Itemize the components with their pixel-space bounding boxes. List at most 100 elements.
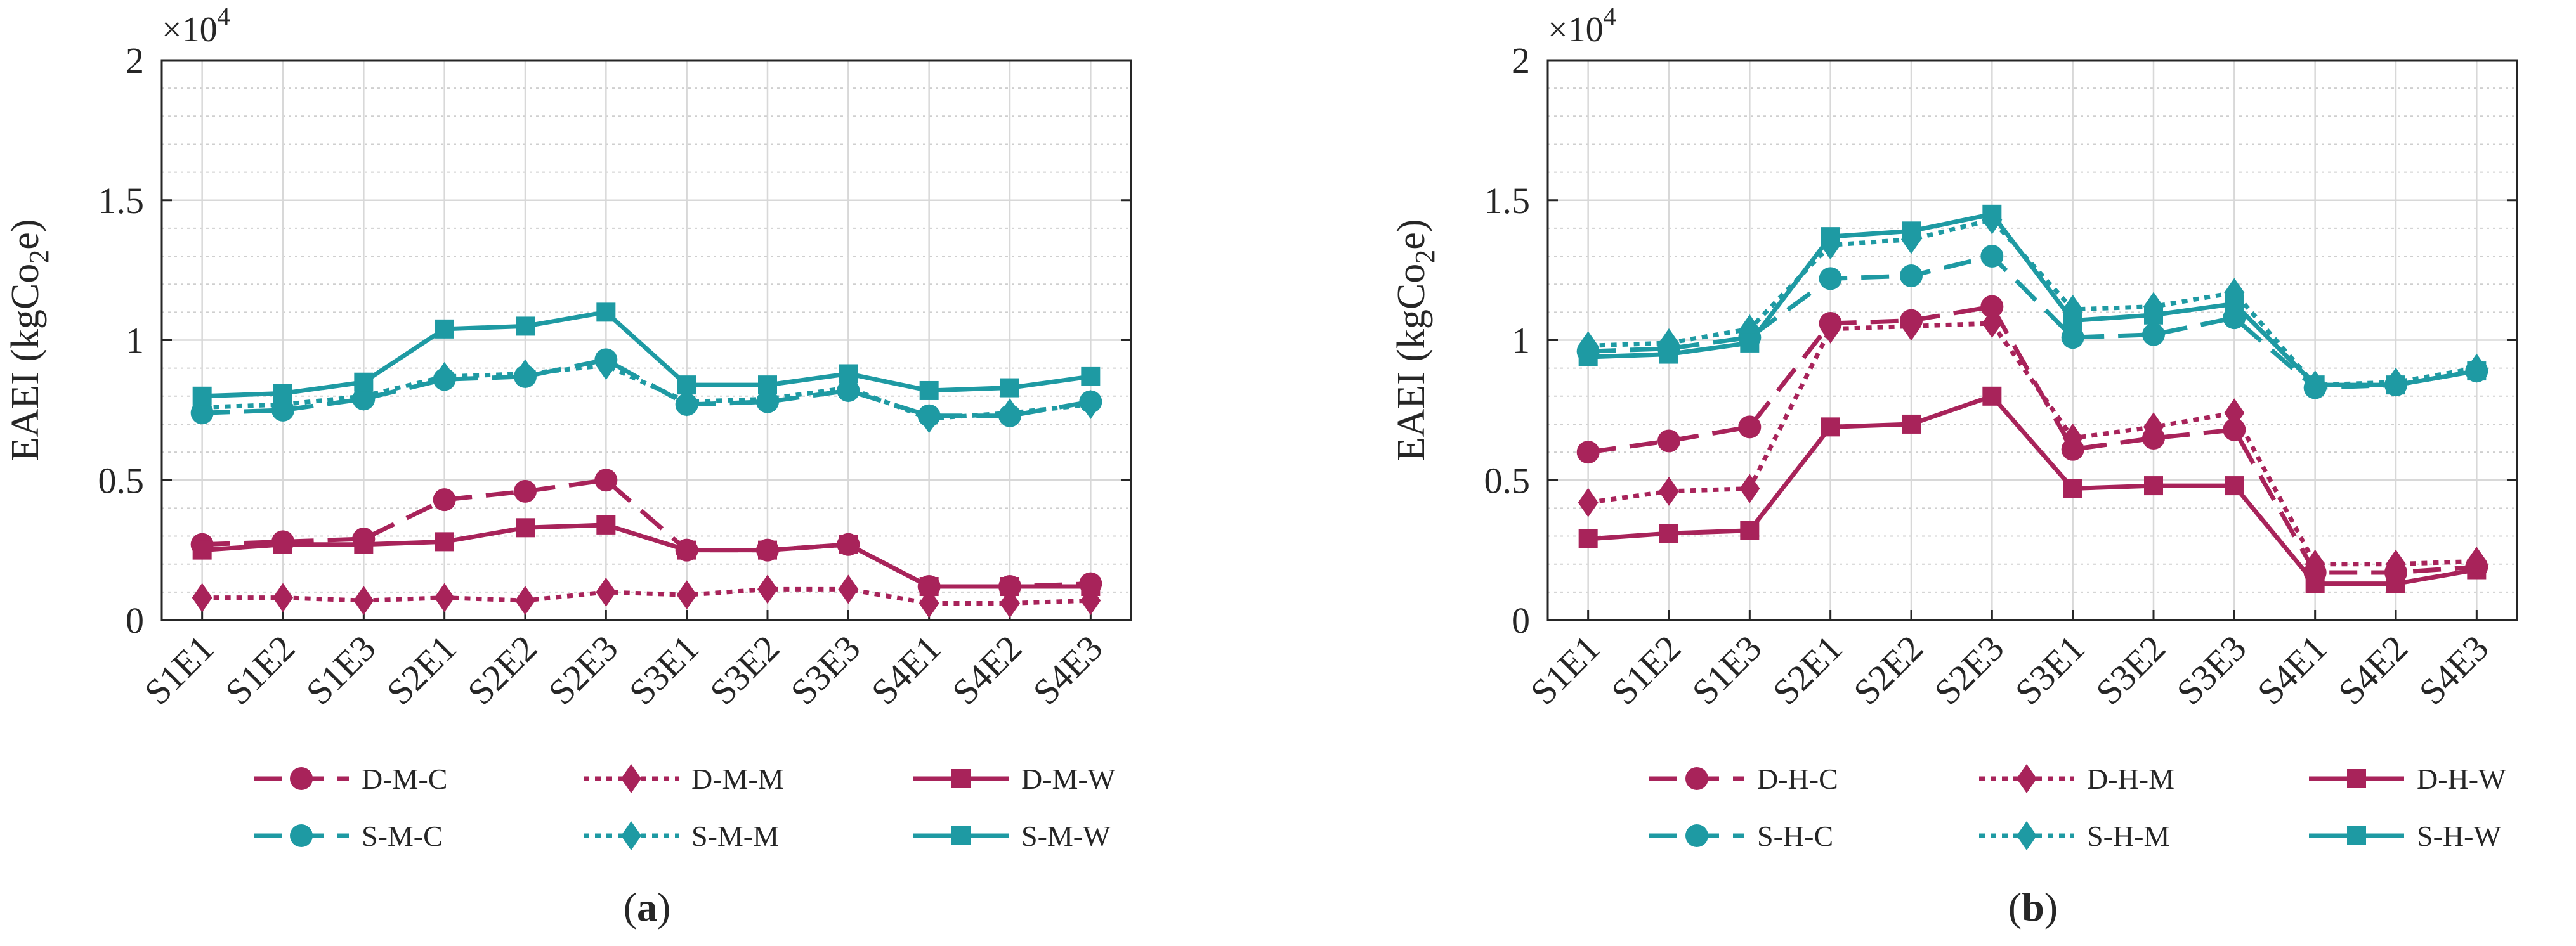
- data-point-S-H-W: [2225, 294, 2244, 314]
- legend-label: S-M-M: [691, 820, 779, 852]
- y-tick-label: 2: [126, 40, 144, 81]
- data-point-S-H-W: [1740, 333, 1760, 353]
- data-point-D-H-W: [1740, 521, 1760, 540]
- data-point-D-M-M: [192, 583, 212, 612]
- data-point-D-M-M: [434, 583, 455, 612]
- series-D-M-M: [192, 574, 1101, 618]
- legend-item-S-M-M: S-M-M: [584, 820, 779, 852]
- series-S-M-W: [192, 302, 1101, 406]
- data-point-D-H-C: [2223, 418, 2246, 441]
- legend-marker-D-M-C: [290, 767, 313, 790]
- data-point-D-H-W: [1659, 524, 1678, 543]
- data-point-S-M-W: [354, 372, 374, 392]
- x-tick-label: S1E3: [1684, 627, 1770, 713]
- data-point-D-H-W: [1982, 386, 2002, 406]
- chart-panel-b: 00.511.52S1E1S1E2S1E3S2E1S2E2S2E3S3E1S3E…: [1390, 2, 2518, 930]
- x-tick-label: S1E1: [136, 627, 222, 713]
- legend-item-S-M-W: S-M-W: [913, 820, 1111, 852]
- y-tick-label: 0.5: [98, 460, 145, 501]
- y-axis-label: EAEI (kgCo2e): [4, 219, 55, 462]
- data-point-D-M-M: [838, 574, 859, 604]
- x-tick-label: S1E2: [217, 627, 303, 713]
- data-point-S-M-W: [839, 364, 858, 384]
- x-tick-label: S2E1: [1765, 627, 1850, 713]
- data-point-D-H-M: [1739, 474, 1760, 503]
- data-point-D-M-M: [353, 586, 374, 616]
- series-line-S-H-W: [1588, 212, 2477, 387]
- legend-item-D-M-W: D-M-W: [913, 763, 1116, 795]
- data-point-D-H-W: [2386, 574, 2405, 593]
- data-point-S-M-W: [1000, 378, 1019, 398]
- legend-label: S-H-W: [2417, 820, 2501, 852]
- data-point-D-M-W: [919, 577, 939, 597]
- x-tick-label: S3E1: [621, 627, 707, 713]
- data-point-D-H-M: [2386, 549, 2406, 579]
- data-point-S-H-C: [1819, 267, 1842, 290]
- legend-item-D-H-W: D-H-W: [2309, 763, 2506, 795]
- data-point-S-H-W: [2305, 375, 2325, 395]
- legend-label: S-H-C: [1757, 820, 1833, 852]
- data-point-D-M-C: [594, 469, 618, 492]
- data-point-D-H-W: [2225, 476, 2244, 496]
- series-D-H-W: [1578, 386, 2487, 593]
- data-point-S-M-M: [434, 361, 455, 391]
- data-point-D-H-M: [1820, 314, 1841, 344]
- data-point-D-M-M: [676, 580, 697, 610]
- legend-label: S-H-M: [2087, 820, 2169, 852]
- data-point-D-H-W: [2305, 574, 2325, 593]
- legend-item-D-M-C: D-M-C: [254, 763, 447, 795]
- legend-marker-D-M-M: [621, 764, 641, 793]
- legend-label: S-M-C: [362, 820, 443, 852]
- y-tick-label: 1.5: [1484, 180, 1531, 221]
- data-point-D-M-W: [516, 518, 535, 538]
- data-point-D-H-W: [1902, 414, 1921, 434]
- y-tick-label: 2: [1512, 40, 1530, 81]
- data-point-S-H-W: [1902, 221, 1921, 241]
- data-point-D-H-M: [1982, 309, 2003, 339]
- x-tick-label: S2E3: [1926, 627, 2012, 713]
- x-tick-label: S3E2: [2088, 627, 2173, 713]
- data-point-D-M-M: [273, 583, 293, 612]
- x-tick-label: S2E3: [540, 627, 626, 713]
- data-point-S-H-W: [2144, 305, 2163, 325]
- x-tick-label: S2E2: [459, 627, 545, 713]
- series-line-D-H-M: [1588, 321, 2477, 567]
- x-tick-label: S4E2: [2330, 627, 2416, 713]
- x-tick-label: S2E2: [1845, 627, 1931, 713]
- series-line-D-M-M: [202, 586, 1091, 606]
- data-point-S-H-W: [1821, 227, 1840, 247]
- legend-item-S-H-C: S-H-C: [1649, 820, 1833, 852]
- y-axis-label-subscript: 2: [23, 250, 55, 264]
- data-point-D-H-M: [2143, 412, 2164, 442]
- data-point-D-H-C: [1657, 429, 1680, 453]
- data-point-S-M-W: [919, 380, 939, 400]
- legend-label: D-M-W: [1021, 763, 1116, 795]
- legend-marker-D-M-W: [951, 769, 971, 788]
- data-point-D-M-W: [758, 540, 777, 560]
- panel-label-open: (: [2008, 884, 2022, 930]
- legend-item-D-M-M: D-M-M: [584, 763, 784, 795]
- series-line-D-H-C: [1588, 304, 2477, 575]
- data-point-S-M-W: [273, 384, 292, 403]
- legend-label: D-M-M: [691, 763, 784, 795]
- legend-label: S-M-W: [1021, 820, 1111, 852]
- legend-marker-S-H-W: [2347, 826, 2366, 845]
- y-tick-label: 1.5: [98, 180, 145, 221]
- legend-item-S-M-C: S-M-C: [254, 820, 443, 852]
- data-point-S-H-W: [1578, 347, 1598, 366]
- legend-item-D-H-M: D-H-M: [1979, 763, 2174, 795]
- data-point-D-H-M: [2224, 398, 2245, 428]
- data-point-S-M-W: [192, 386, 212, 406]
- data-point-D-H-W: [2467, 560, 2487, 580]
- series-line-D-M-C: [202, 477, 1091, 589]
- series-line-D-H-W: [1588, 394, 2477, 586]
- x-tick-label: S4E1: [863, 627, 949, 713]
- x-tick-label: S4E2: [944, 627, 1030, 713]
- x-tick-label: S2E1: [379, 627, 464, 713]
- x-tick-label: S4E3: [2411, 627, 2497, 713]
- legend-marker-S-M-W: [951, 826, 971, 845]
- legend-marker-S-M-C: [290, 824, 313, 847]
- legend-label: D-H-W: [2417, 763, 2506, 795]
- y-axis-label-main: EAEI (kgCo: [4, 264, 47, 462]
- x-tick-label: S3E3: [783, 627, 868, 713]
